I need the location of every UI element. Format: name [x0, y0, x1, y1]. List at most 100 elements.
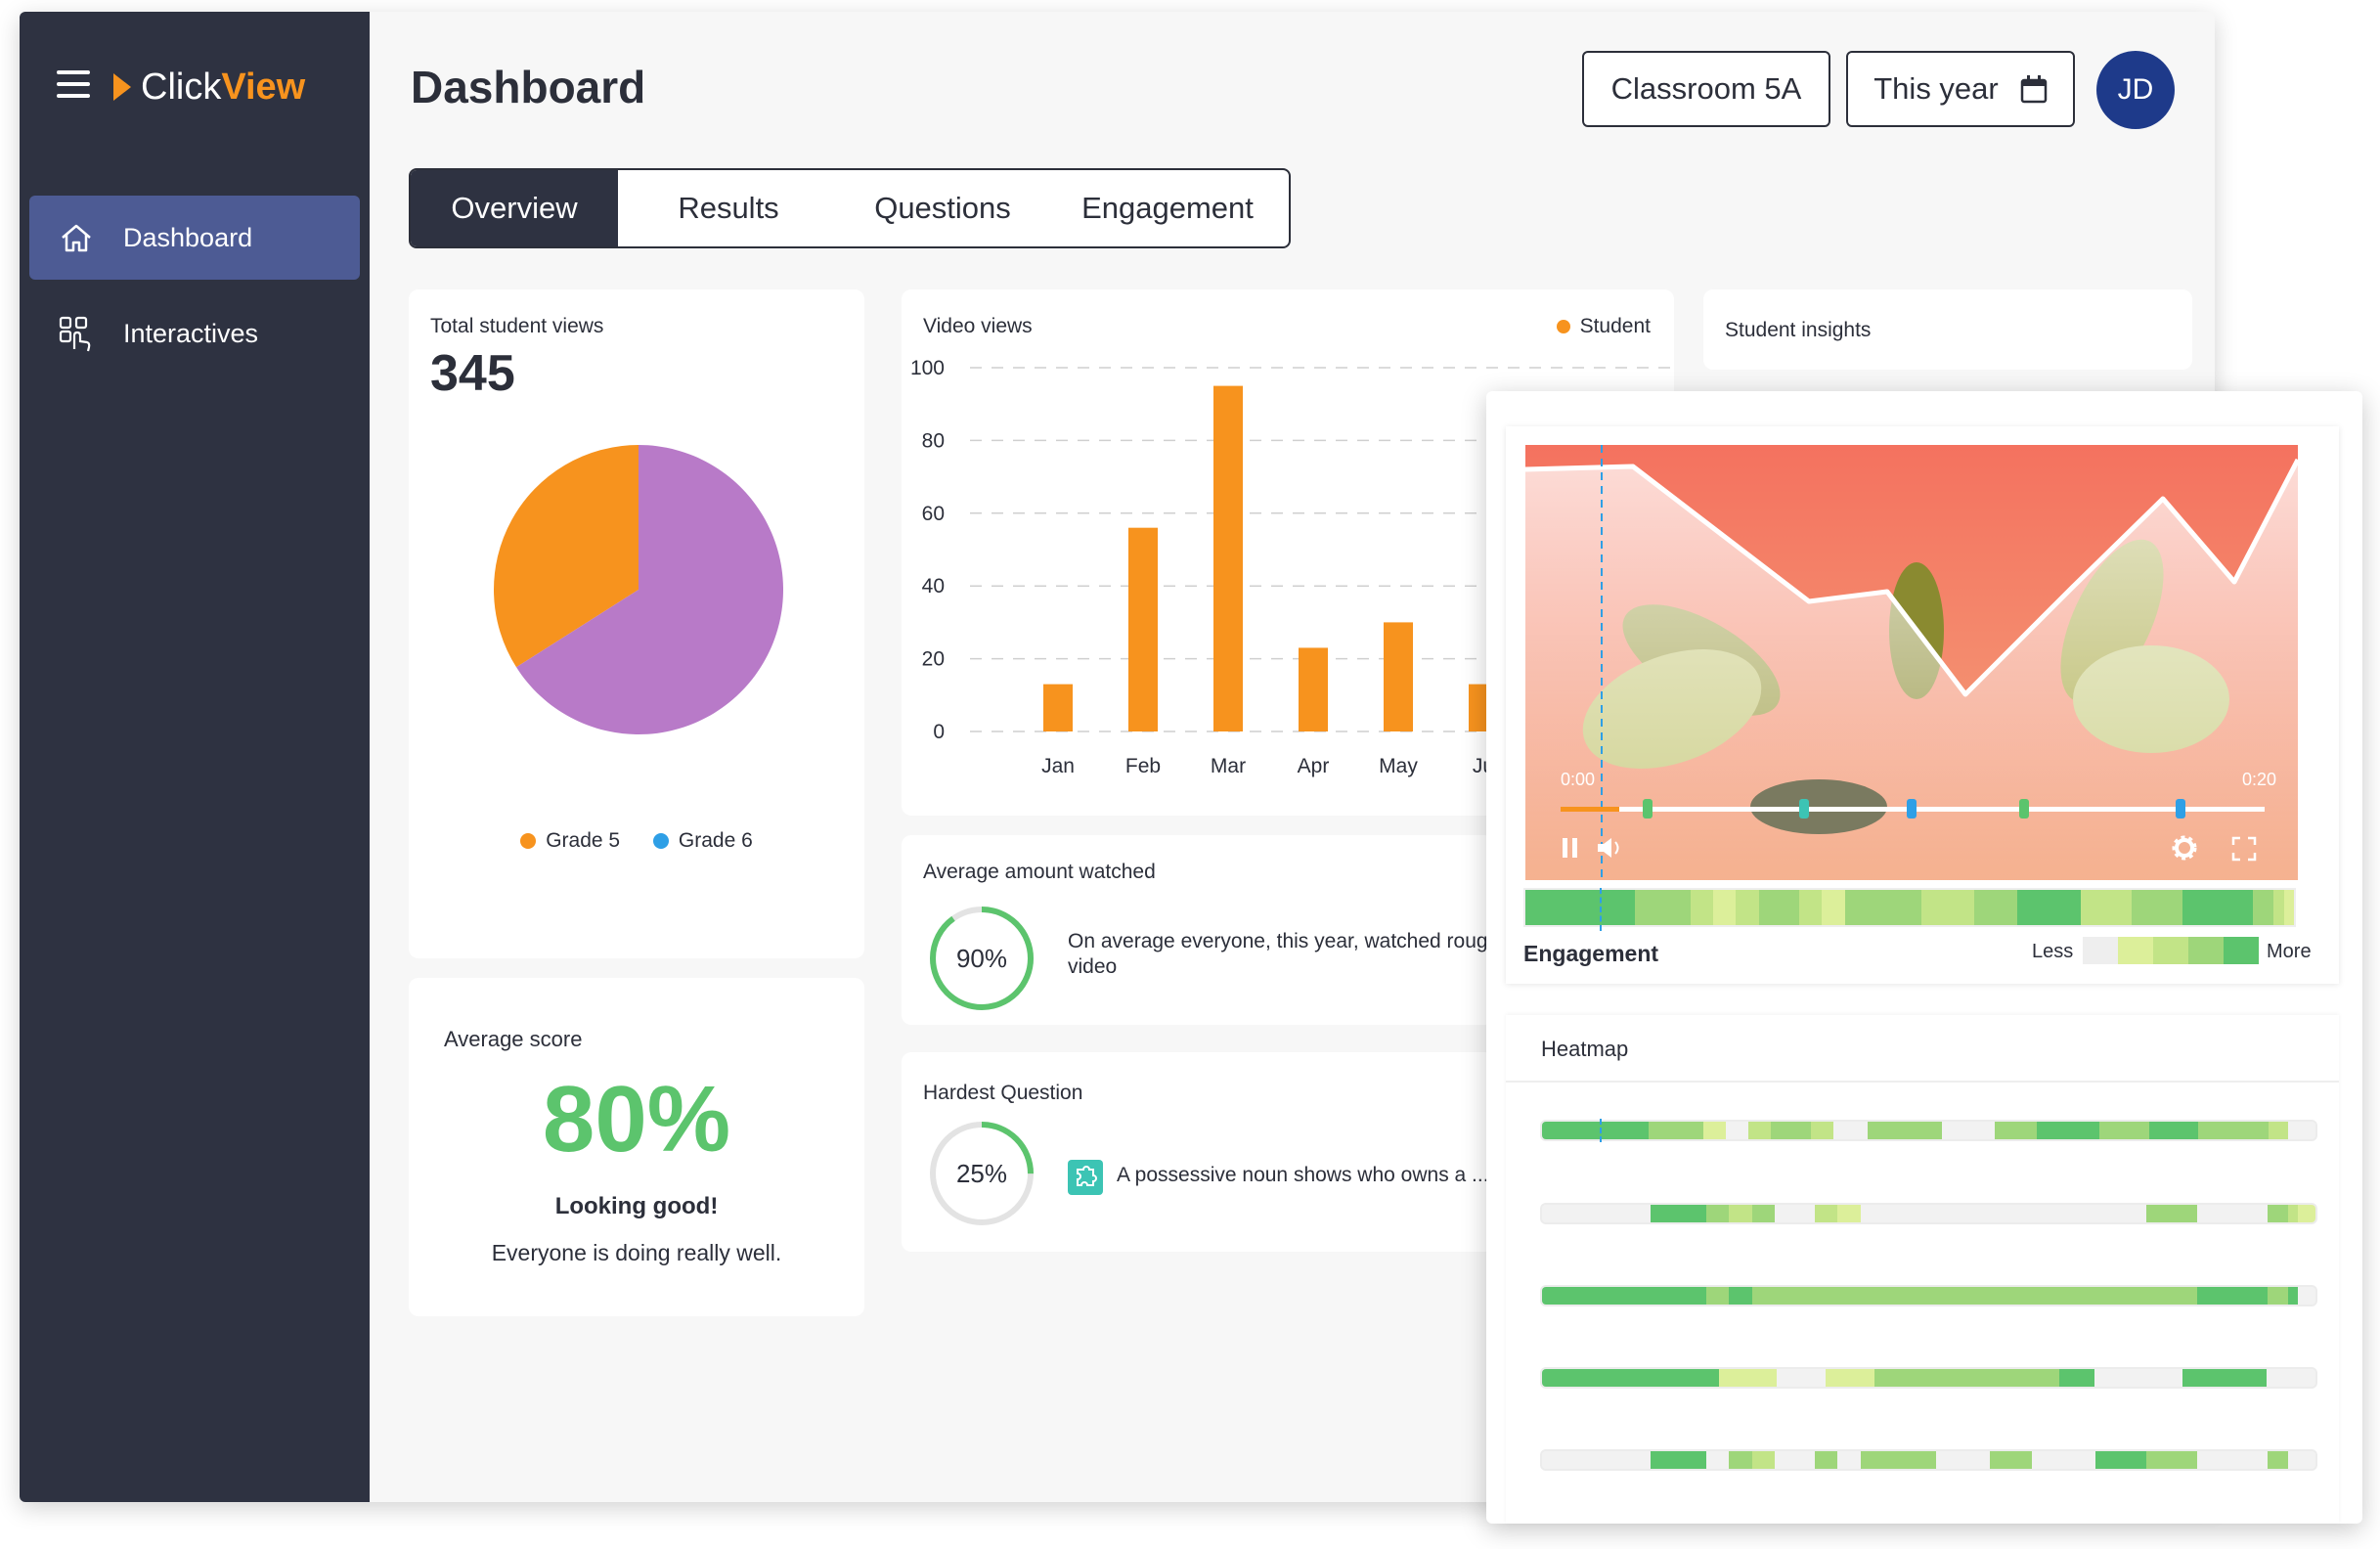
heat-segment [2182, 1369, 2267, 1387]
heat-segment [2145, 1287, 2197, 1305]
heat-segment [1810, 1122, 1833, 1139]
heat-segment [2182, 890, 2254, 925]
y-tick-label: 80 [922, 429, 945, 452]
video-views-label: Video views [923, 315, 1033, 337]
heat-segment [1729, 1205, 1752, 1222]
heatmap-playhead [1600, 1119, 1602, 1142]
time-end: 0:20 [2241, 770, 2276, 789]
avatar-initials: JD [2117, 73, 2154, 106]
heat-segment [2059, 1369, 2095, 1387]
y-tick-label: 60 [922, 503, 945, 525]
heatmap-label: Heatmap [1541, 1037, 1629, 1061]
settings-icon[interactable] [2171, 834, 2198, 862]
heat-segment [2098, 1122, 2149, 1139]
heat-segment [1729, 1287, 1752, 1305]
y-tick-label: 40 [922, 575, 945, 597]
heat-segment [1822, 890, 1845, 925]
watched-text-line1: On average everyone, this year, watched … [1068, 930, 1488, 952]
logo-text-click: Click [141, 66, 222, 108]
pie-slice-grade-6[interactable] [516, 445, 783, 734]
heat-segment [1751, 1205, 1775, 1222]
heat-segment [2273, 890, 2284, 925]
heat-segment [1936, 1451, 1990, 1469]
hardest-question-label: Hardest Question [923, 1082, 1083, 1104]
heat-segment [1815, 1287, 1838, 1305]
student-insights-label: Student insights [1725, 319, 1872, 341]
heat-segment [1774, 1287, 1816, 1305]
marker[interactable] [1907, 799, 1917, 819]
marker[interactable] [2176, 799, 2185, 819]
avatar[interactable]: JD [2096, 51, 2175, 129]
heat-segment [1974, 890, 2018, 925]
heat-segment [1774, 1451, 1816, 1469]
tab-questions[interactable]: Questions [839, 170, 1046, 246]
heat-segment [1729, 1451, 1752, 1469]
marker[interactable] [1643, 799, 1653, 819]
average-score-label: Average score [444, 1027, 583, 1051]
classroom-selector[interactable]: Classroom 5A [1582, 51, 1830, 127]
legend-item-grade5: Grade 5 [520, 829, 620, 852]
pause-icon[interactable] [1561, 836, 1580, 860]
total-views-label: Total student views [430, 315, 604, 337]
pie-slice-grade-5[interactable] [494, 445, 639, 668]
menu-icon[interactable] [57, 70, 90, 98]
heat-segment [2297, 1287, 2315, 1305]
heat-segment [2253, 890, 2274, 925]
heat-segment [2094, 1369, 2182, 1387]
sidebar-item-interactives[interactable]: Interactives [29, 291, 360, 376]
tab-results[interactable]: Results [618, 170, 839, 246]
heat-segment [1873, 1369, 1957, 1387]
total-views-card: Total student views 345 Grade 5 Grade 6 [409, 289, 864, 958]
marker[interactable] [1799, 799, 1809, 819]
heat-segment [1956, 1369, 2013, 1387]
heat-segment [2081, 890, 2132, 925]
marker[interactable] [2019, 799, 2029, 819]
heat-segment [2145, 1205, 2197, 1222]
heat-segment [1542, 1122, 1650, 1139]
y-tick-label: 0 [933, 721, 945, 743]
student-insights-card[interactable]: Student insights [1703, 289, 2192, 370]
heat-segment [2267, 1287, 2288, 1305]
average-score-card: Average score 80% Looking good! Everyone… [409, 978, 864, 1316]
heat-segment [2037, 1122, 2099, 1139]
pie-chart [494, 445, 783, 734]
x-tick-label: Jan [1041, 755, 1075, 777]
classroom-label: Classroom 5A [1610, 71, 1802, 106]
heat-segment [1837, 1287, 1861, 1305]
heatmap-row [1540, 1120, 2317, 1141]
bar-mar[interactable] [1213, 385, 1243, 731]
heatmap-divider [1506, 1081, 2339, 1083]
tab-label: Overview [451, 191, 578, 225]
heat-segment [1649, 1122, 1704, 1139]
bar-jan[interactable] [1043, 684, 1073, 731]
legend-label: Student [1579, 315, 1651, 337]
heat-segment [1799, 890, 1823, 925]
logo-text-view: View [221, 66, 306, 108]
hardest-question-text[interactable]: A possessive noun shows who owns a ... [1117, 1164, 1489, 1186]
heat-segment [1860, 1205, 1937, 1222]
video-player[interactable]: 0:00 0:20 [1525, 445, 2298, 880]
heat-segment [1868, 1122, 1943, 1139]
bar-feb[interactable] [1128, 527, 1158, 731]
sidebar-item-dashboard[interactable]: Dashboard [29, 196, 360, 280]
clickview-logo[interactable]: Click View [113, 63, 305, 111]
heat-segment [2287, 1205, 2298, 1222]
time-start: 0:00 [1561, 770, 1596, 789]
period-selector[interactable]: This year [1846, 51, 2075, 127]
volume-icon[interactable] [1596, 836, 1627, 860]
tab-overview[interactable]: Overview [411, 170, 618, 246]
bar-may[interactable] [1384, 622, 1413, 731]
bar-apr[interactable] [1299, 647, 1328, 731]
average-score-value: 80% [542, 1067, 731, 1172]
heat-segment [1942, 1122, 1995, 1139]
tab-engagement[interactable]: Engagement [1046, 170, 1289, 246]
y-tick-label: 20 [922, 648, 945, 671]
legend-label: Grade 6 [678, 829, 753, 852]
heatmap-row [1540, 1203, 2317, 1224]
heat-segment [2095, 1205, 2146, 1222]
legend-item-grade6: Grade 6 [652, 829, 753, 852]
sidebar-item-label: Interactives [123, 318, 259, 348]
heat-segment [2287, 1287, 2298, 1305]
heat-segment [1634, 890, 1691, 925]
fullscreen-icon[interactable] [2231, 836, 2257, 862]
